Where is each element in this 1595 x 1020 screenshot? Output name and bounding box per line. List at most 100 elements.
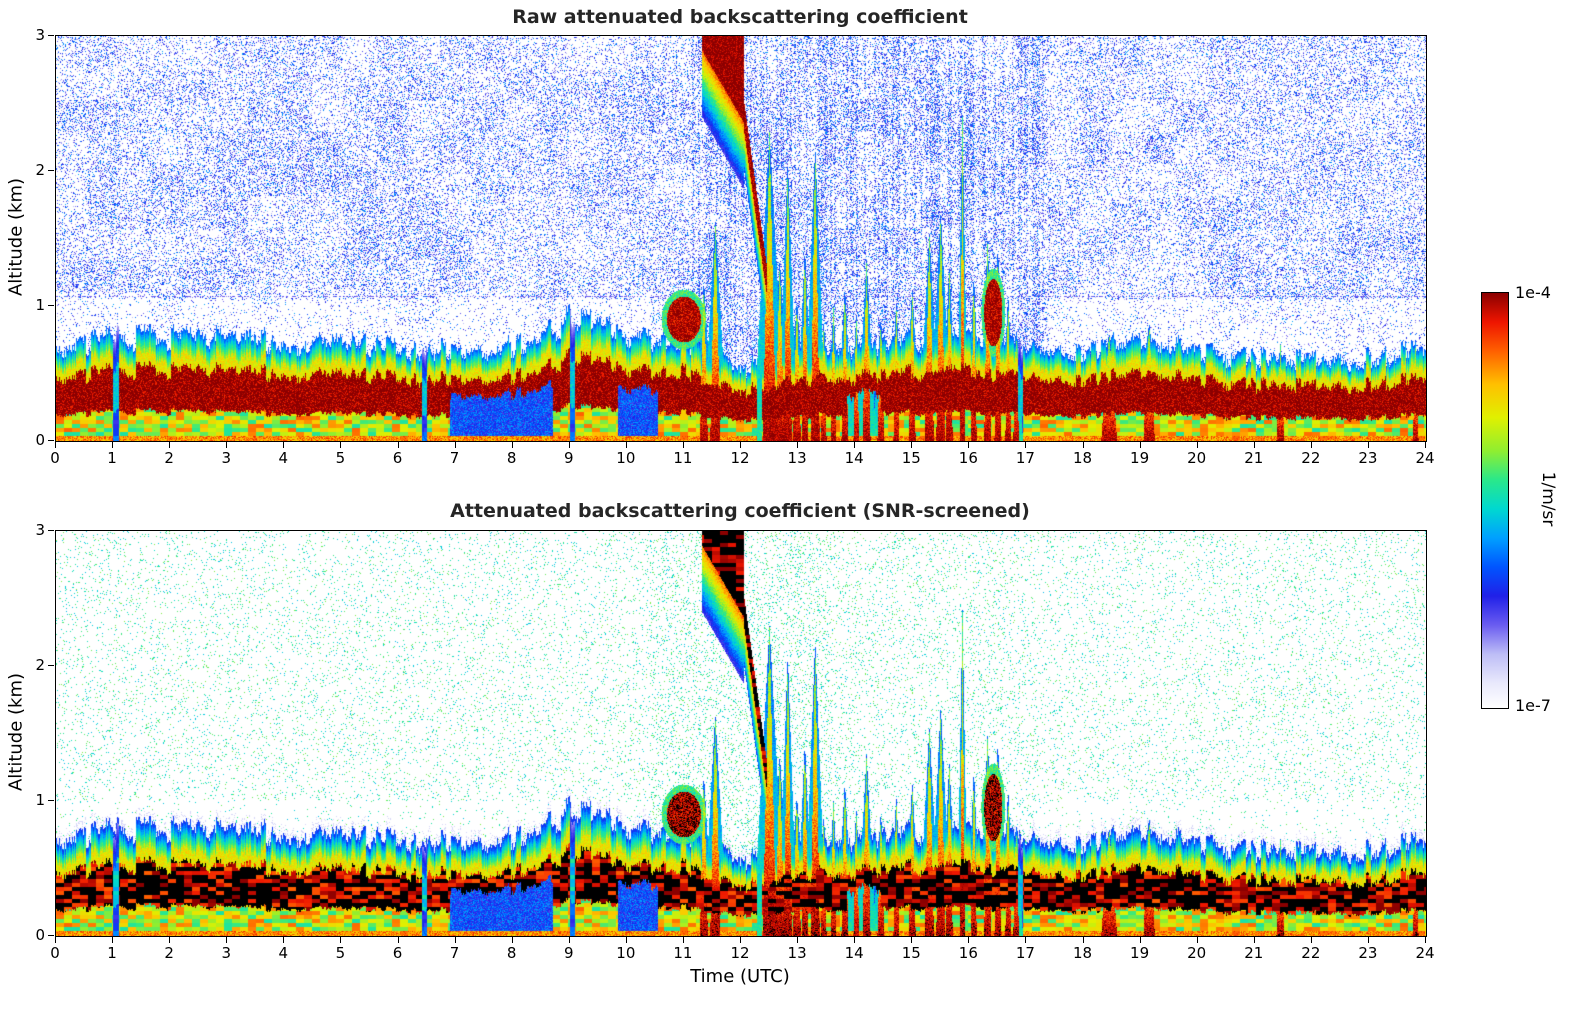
x-tick-label: 13 bbox=[787, 944, 807, 962]
x-tick-label: 5 bbox=[335, 944, 346, 962]
x-tick-label: 20 bbox=[1187, 449, 1207, 467]
x-tick-mark bbox=[1196, 442, 1198, 448]
x-tick-mark bbox=[454, 937, 456, 943]
y-tick-mark bbox=[48, 800, 54, 801]
colorbar bbox=[1481, 292, 1509, 709]
x-tick-label: 16 bbox=[958, 449, 978, 467]
x-tick-mark bbox=[1025, 937, 1027, 943]
heatmap-raw-canvas bbox=[56, 36, 1426, 441]
x-tick-mark bbox=[625, 937, 627, 943]
x-tick-mark bbox=[1367, 937, 1369, 943]
y-tick-mark bbox=[48, 935, 54, 936]
x-tick-label: 8 bbox=[506, 944, 517, 962]
x-tick-label: 15 bbox=[901, 449, 921, 467]
x-tick-label: 3 bbox=[221, 944, 232, 962]
x-tick-mark bbox=[1196, 937, 1198, 943]
x-tick-mark bbox=[1310, 937, 1312, 943]
y-tick-label: 3 bbox=[35, 26, 45, 44]
x-tick-label: 3 bbox=[221, 449, 232, 467]
x-tick-label: 11 bbox=[673, 944, 693, 962]
x-tick-mark bbox=[797, 937, 799, 943]
x-tick-mark bbox=[1425, 937, 1426, 943]
x-tick-label: 23 bbox=[1358, 944, 1378, 962]
x-tick-label: 17 bbox=[1015, 449, 1035, 467]
y-tick-label: 0 bbox=[35, 926, 45, 944]
x-tick-label: 8 bbox=[506, 449, 517, 467]
x-tick-mark bbox=[340, 937, 342, 943]
x-tick-mark bbox=[1253, 442, 1255, 448]
panel-screened-plot-area bbox=[55, 530, 1427, 937]
colorbar-min-label: 1e-7 bbox=[1515, 696, 1551, 715]
panel-raw-y-axis-label: Altitude (km) bbox=[5, 177, 27, 297]
y-tick-mark bbox=[48, 440, 54, 441]
y-tick-mark bbox=[48, 665, 54, 666]
x-tick-mark bbox=[911, 442, 913, 448]
x-tick-label: 24 bbox=[1415, 944, 1435, 962]
x-tick-label: 1 bbox=[107, 449, 117, 467]
x-tick-mark bbox=[797, 442, 799, 448]
x-tick-label: 13 bbox=[787, 449, 807, 467]
x-tick-mark bbox=[682, 937, 684, 943]
x-tick-label: 2 bbox=[164, 449, 174, 467]
x-tick-mark bbox=[511, 937, 513, 943]
x-tick-mark bbox=[625, 442, 627, 448]
x-tick-mark bbox=[854, 442, 856, 448]
x-tick-label: 19 bbox=[1130, 449, 1150, 467]
x-tick-mark bbox=[397, 937, 399, 943]
y-tick-mark bbox=[48, 35, 54, 36]
colorbar-max-label: 1e-4 bbox=[1515, 283, 1551, 302]
y-tick-label: 2 bbox=[35, 656, 45, 674]
x-tick-label: 21 bbox=[1244, 449, 1264, 467]
x-tick-mark bbox=[682, 442, 684, 448]
x-tick-mark bbox=[1139, 442, 1141, 448]
x-tick-label: 12 bbox=[730, 944, 750, 962]
x-tick-mark bbox=[397, 442, 399, 448]
panel-raw-title: Raw attenuated backscattering coefficien… bbox=[512, 6, 968, 28]
x-tick-mark bbox=[911, 937, 913, 943]
x-tick-label: 1 bbox=[107, 944, 117, 962]
x-tick-mark bbox=[740, 937, 741, 943]
x-tick-label: 9 bbox=[563, 449, 574, 467]
x-tick-mark bbox=[112, 442, 114, 448]
x-tick-mark bbox=[1310, 442, 1312, 448]
x-tick-label: 12 bbox=[730, 449, 750, 467]
x-tick-mark bbox=[1025, 442, 1027, 448]
x-tick-label: 14 bbox=[844, 449, 864, 467]
x-tick-label: 2 bbox=[164, 944, 174, 962]
x-tick-mark bbox=[568, 937, 570, 943]
x-tick-mark bbox=[283, 937, 285, 943]
x-tick-label: 0 bbox=[50, 944, 60, 962]
x-tick-label: 14 bbox=[844, 944, 864, 962]
x-tick-mark bbox=[112, 937, 114, 943]
x-tick-mark bbox=[340, 442, 342, 448]
y-tick-label: 3 bbox=[35, 521, 45, 539]
x-tick-label: 6 bbox=[392, 944, 403, 962]
x-tick-label: 4 bbox=[278, 944, 289, 962]
x-tick-label: 21 bbox=[1244, 944, 1264, 962]
x-tick-label: 10 bbox=[616, 449, 636, 467]
x-tick-mark bbox=[1082, 937, 1084, 943]
x-tick-mark bbox=[226, 937, 228, 943]
x-tick-label: 19 bbox=[1130, 944, 1150, 962]
x-tick-label: 10 bbox=[616, 944, 636, 962]
x-tick-label: 4 bbox=[278, 449, 289, 467]
x-tick-mark bbox=[511, 442, 513, 448]
x-tick-label: 20 bbox=[1187, 944, 1207, 962]
x-tick-label: 6 bbox=[392, 449, 403, 467]
x-tick-mark bbox=[854, 937, 856, 943]
x-tick-label: 7 bbox=[449, 449, 460, 467]
y-tick-mark bbox=[48, 530, 54, 531]
x-tick-label: 18 bbox=[1072, 449, 1093, 467]
x-tick-mark bbox=[1139, 937, 1141, 943]
x-tick-label: 16 bbox=[958, 944, 978, 962]
x-axis-label: Time (UTC) bbox=[690, 966, 790, 987]
y-tick-label: 0 bbox=[35, 431, 45, 449]
y-tick-mark bbox=[48, 305, 54, 306]
x-tick-mark bbox=[169, 442, 171, 448]
y-tick-label: 2 bbox=[35, 161, 45, 179]
x-tick-mark bbox=[283, 442, 285, 448]
x-tick-label: 5 bbox=[335, 449, 346, 467]
x-tick-mark bbox=[169, 937, 171, 943]
x-tick-mark bbox=[1425, 442, 1426, 448]
x-tick-label: 0 bbox=[50, 449, 60, 467]
